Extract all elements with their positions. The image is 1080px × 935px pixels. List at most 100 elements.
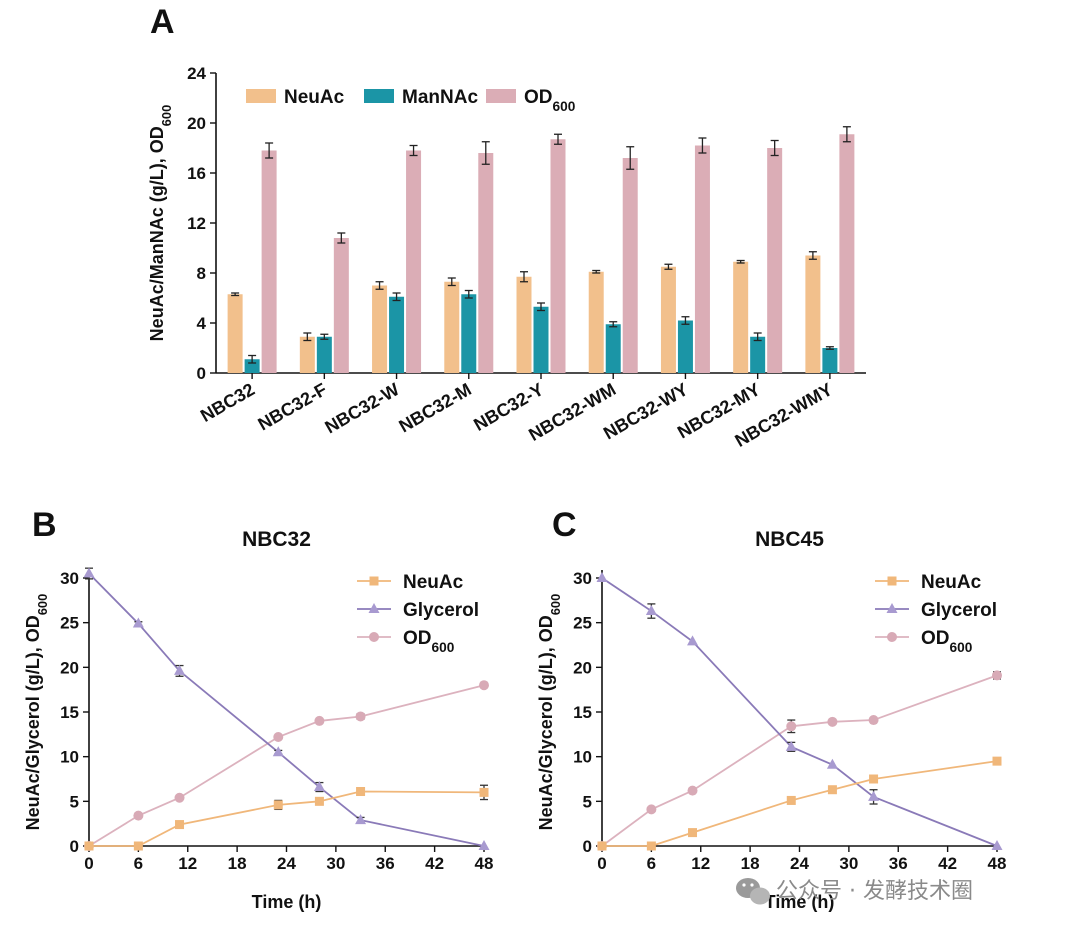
- legend-marker-od600: [887, 632, 897, 642]
- legend-label-a: NeuAc: [284, 87, 345, 108]
- legend-label-a: OD600: [524, 87, 576, 114]
- marker-neuac: [646, 841, 656, 851]
- x-tick-label-c: 30: [839, 854, 858, 873]
- legend-marker-glycerol: [368, 603, 380, 613]
- x-tick-label-b: 24: [277, 854, 296, 873]
- x-tick-label-c: 0: [597, 854, 606, 873]
- y-tick-label-b: 30: [60, 569, 79, 588]
- legend-label-c: Glycerol: [921, 600, 997, 621]
- legend-label-b-main: OD: [403, 628, 432, 649]
- legend-label-c: NeuAc: [921, 572, 982, 593]
- bar-mannac: [750, 336, 766, 373]
- y-tick-label-c: 0: [583, 837, 592, 856]
- y-axis-title-c-sub: 600: [548, 594, 563, 616]
- marker-neuac: [314, 796, 324, 806]
- category-label-a: NBC32-F: [255, 379, 331, 434]
- marker-neuac: [479, 787, 489, 797]
- bar-od600: [767, 148, 783, 373]
- legend-label-b-sub: 600: [432, 640, 455, 655]
- y-tick-label-c: 25: [573, 614, 592, 633]
- bar-od600: [478, 153, 494, 373]
- marker-od600: [355, 711, 366, 722]
- y-axis-title-a: NeuAc/ManNAc (g/L), OD600: [147, 105, 174, 342]
- legend-label-b-main: NeuAc: [403, 572, 464, 593]
- legend-swatch-a: [486, 89, 516, 103]
- marker-neuac: [84, 841, 94, 851]
- x-tick-label-c: 6: [647, 854, 656, 873]
- x-tick-label-c: 36: [889, 854, 908, 873]
- legend-label-b: OD600: [403, 628, 455, 655]
- legend-label-a-sub: 600: [553, 99, 576, 114]
- bar-mannac: [605, 324, 621, 373]
- marker-glycerol: [868, 790, 880, 801]
- marker-neuac: [688, 828, 698, 838]
- legend-label-c-sub: 600: [950, 640, 973, 655]
- legend-label-c-main: OD: [921, 628, 950, 649]
- legend-label-a-main: OD: [524, 87, 553, 108]
- watermark: 公众号 · 发酵技术圈: [736, 878, 973, 905]
- marker-glycerol: [355, 814, 367, 825]
- x-tick-label-c: 18: [741, 854, 760, 873]
- marker-glycerol: [785, 740, 797, 751]
- watermark-text: 公众号 · 发酵技术圈: [776, 879, 973, 904]
- y-tick-label-c: 15: [573, 703, 592, 722]
- bar-neuac: [299, 336, 315, 373]
- series-line-od600: [88, 684, 485, 847]
- bar-od600: [261, 150, 277, 373]
- legend-marker-od600: [369, 632, 379, 642]
- legend-swatch-a: [364, 89, 394, 103]
- bar-od600: [694, 145, 710, 373]
- x-tick-label-b: 12: [178, 854, 197, 873]
- marker-neuac: [273, 800, 283, 810]
- x-tick-label-b: 36: [376, 854, 395, 873]
- y-tick-label-a: 16: [187, 164, 206, 183]
- series-line-od600: [601, 674, 998, 847]
- x-axis-title-c: Time (h): [765, 892, 835, 912]
- legend-swatch-a: [246, 89, 276, 103]
- bar-od600: [550, 139, 566, 373]
- x-tick-label-c: 12: [691, 854, 710, 873]
- series-line-neuac: [89, 790, 485, 847]
- line-chart-c: 0 5 10 15 20 25 30 0 6 12 18 24 30 36 42 48 Time (h) NeuA…: [536, 528, 1006, 912]
- marker-od600: [992, 670, 1002, 681]
- bar-neuac: [805, 255, 821, 373]
- x-tick-label-b: 48: [475, 854, 494, 873]
- chart-title-b: NBC32: [242, 528, 311, 551]
- legend-label-a-main: NeuAc: [284, 87, 345, 108]
- x-tick-label-b: 0: [84, 854, 93, 873]
- bar-mannac: [389, 296, 405, 373]
- marker-neuac: [133, 841, 143, 851]
- bar-neuac: [227, 294, 243, 373]
- marker-od600: [868, 715, 879, 726]
- y-tick-label-a: 0: [197, 364, 206, 383]
- y-axis-title-a-sub: 600: [159, 105, 174, 127]
- x-tick-label-c: 48: [988, 854, 1007, 873]
- y-tick-label-a: 24: [187, 64, 206, 83]
- legend-label-b: Glycerol: [403, 600, 479, 621]
- bar-neuac: [660, 266, 676, 373]
- chart-title-c: NBC45: [755, 528, 824, 551]
- marker-neuac: [597, 841, 607, 851]
- x-tick-label-b: 18: [228, 854, 247, 873]
- x-tick-label-c: 42: [938, 854, 957, 873]
- y-tick-label-a: 8: [197, 264, 206, 283]
- bar-neuac: [733, 261, 749, 373]
- y-axis-title-b-main: NeuAc/Glycerol (g/L), OD: [23, 615, 43, 830]
- legend-label-a-main: ManNAc: [402, 87, 478, 108]
- legend-label-c: OD600: [921, 628, 973, 655]
- legend-marker-neuac: [369, 576, 379, 586]
- category-label-a: NBC32: [197, 379, 258, 426]
- legend-marker-glycerol: [886, 603, 898, 613]
- wechat-icon: [736, 878, 770, 905]
- y-tick-label-b: 25: [60, 614, 79, 633]
- bar-od600: [406, 150, 422, 373]
- marker-od600: [314, 715, 325, 726]
- bar-od600: [839, 134, 855, 373]
- y-axis-title-b-sub: 600: [35, 594, 50, 616]
- panel-letter-a: A: [150, 3, 175, 41]
- legend-label-b-main: Glycerol: [403, 600, 479, 621]
- y-axis-title-b: NeuAc/Glycerol (g/L), OD600: [23, 594, 50, 831]
- legend-marker-neuac: [887, 576, 897, 586]
